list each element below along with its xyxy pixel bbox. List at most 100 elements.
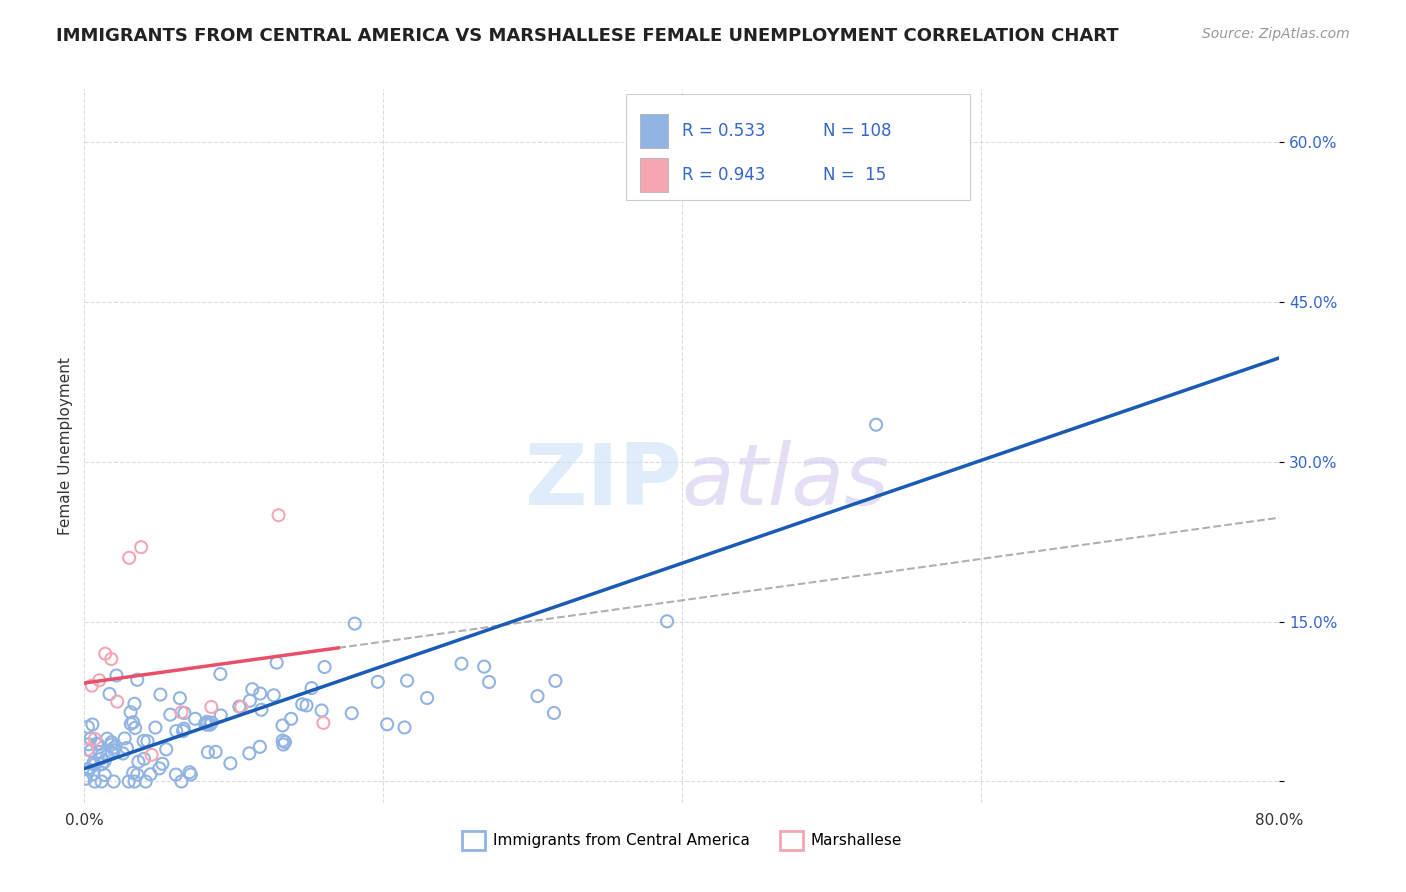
- Point: [180, 767, 202, 781]
- Point: [301, 681, 323, 695]
- Point: [179, 765, 201, 780]
- Point: [103, 774, 125, 789]
- Point: [94, 768, 117, 782]
- Point: [76, 762, 98, 776]
- Point: [77, 737, 100, 751]
- Point: [149, 688, 172, 702]
- Point: [124, 697, 146, 711]
- Point: [136, 734, 159, 748]
- Point: [295, 698, 318, 713]
- Point: [367, 674, 389, 689]
- Point: [291, 698, 314, 712]
- Point: [141, 747, 163, 762]
- Point: [195, 717, 218, 731]
- Point: [544, 673, 567, 688]
- Point: [122, 766, 145, 780]
- Point: [127, 673, 149, 687]
- Point: [197, 745, 219, 759]
- Point: [263, 688, 285, 702]
- Point: [165, 767, 187, 781]
- Point: [274, 735, 297, 749]
- Text: N =  15: N = 15: [823, 166, 886, 184]
- Point: [716, 168, 738, 182]
- Point: [238, 747, 260, 761]
- Point: [170, 774, 193, 789]
- Point: [96, 731, 118, 746]
- Point: [100, 652, 122, 666]
- Point: [124, 774, 146, 789]
- Point: [89, 673, 111, 688]
- Point: [159, 707, 181, 722]
- Point: [148, 761, 170, 775]
- Point: [219, 756, 242, 771]
- Point: [83, 731, 105, 746]
- Point: [89, 745, 111, 759]
- Point: [200, 715, 222, 730]
- Point: [239, 694, 262, 708]
- Point: [198, 717, 221, 731]
- Text: Source: ZipAtlas.com: Source: ZipAtlas.com: [1202, 27, 1350, 41]
- Point: [165, 724, 187, 739]
- Point: [86, 737, 108, 751]
- Text: atlas: atlas: [682, 440, 890, 524]
- Point: [83, 757, 105, 772]
- Point: [271, 718, 294, 732]
- Point: [105, 668, 128, 682]
- Text: N = 108: N = 108: [823, 122, 891, 140]
- Point: [375, 717, 398, 731]
- Point: [87, 738, 110, 752]
- Point: [655, 615, 678, 629]
- Point: [865, 417, 887, 432]
- Point: [82, 717, 104, 731]
- Text: ZIP: ZIP: [524, 440, 682, 524]
- Point: [314, 660, 336, 674]
- Point: [101, 745, 124, 759]
- Point: [250, 703, 273, 717]
- Point: [340, 706, 363, 721]
- Point: [396, 673, 419, 688]
- Point: [172, 724, 194, 739]
- Point: [105, 695, 128, 709]
- Point: [93, 755, 115, 769]
- Point: [96, 748, 118, 763]
- Point: [394, 721, 416, 735]
- Point: [129, 540, 152, 554]
- Point: [90, 774, 112, 789]
- Point: [77, 763, 100, 777]
- Point: [311, 704, 333, 718]
- Point: [343, 616, 366, 631]
- Point: [526, 689, 548, 703]
- Point: [169, 691, 191, 706]
- Point: [103, 740, 125, 755]
- Point: [118, 774, 141, 789]
- Point: [132, 734, 155, 748]
- Point: [135, 774, 157, 789]
- Point: [249, 687, 271, 701]
- Point: [122, 715, 145, 730]
- Point: [75, 772, 97, 786]
- Point: [150, 756, 173, 771]
- Point: [450, 657, 472, 671]
- Y-axis label: Female Unemployment: Female Unemployment: [58, 357, 73, 535]
- Point: [155, 742, 177, 756]
- Point: [266, 656, 288, 670]
- Point: [312, 715, 335, 730]
- Point: [90, 752, 112, 766]
- Point: [173, 722, 195, 736]
- Point: [103, 743, 125, 757]
- Point: [127, 767, 149, 781]
- Point: [478, 675, 501, 690]
- Point: [472, 659, 495, 673]
- Point: [83, 774, 105, 789]
- Point: [280, 712, 302, 726]
- Point: [94, 647, 117, 661]
- Point: [76, 720, 98, 734]
- Point: [114, 731, 136, 746]
- Point: [118, 550, 141, 565]
- Point: [82, 767, 104, 781]
- Point: [184, 712, 207, 726]
- Point: [240, 682, 263, 697]
- Point: [195, 714, 218, 729]
- Point: [249, 739, 271, 754]
- Point: [209, 708, 232, 723]
